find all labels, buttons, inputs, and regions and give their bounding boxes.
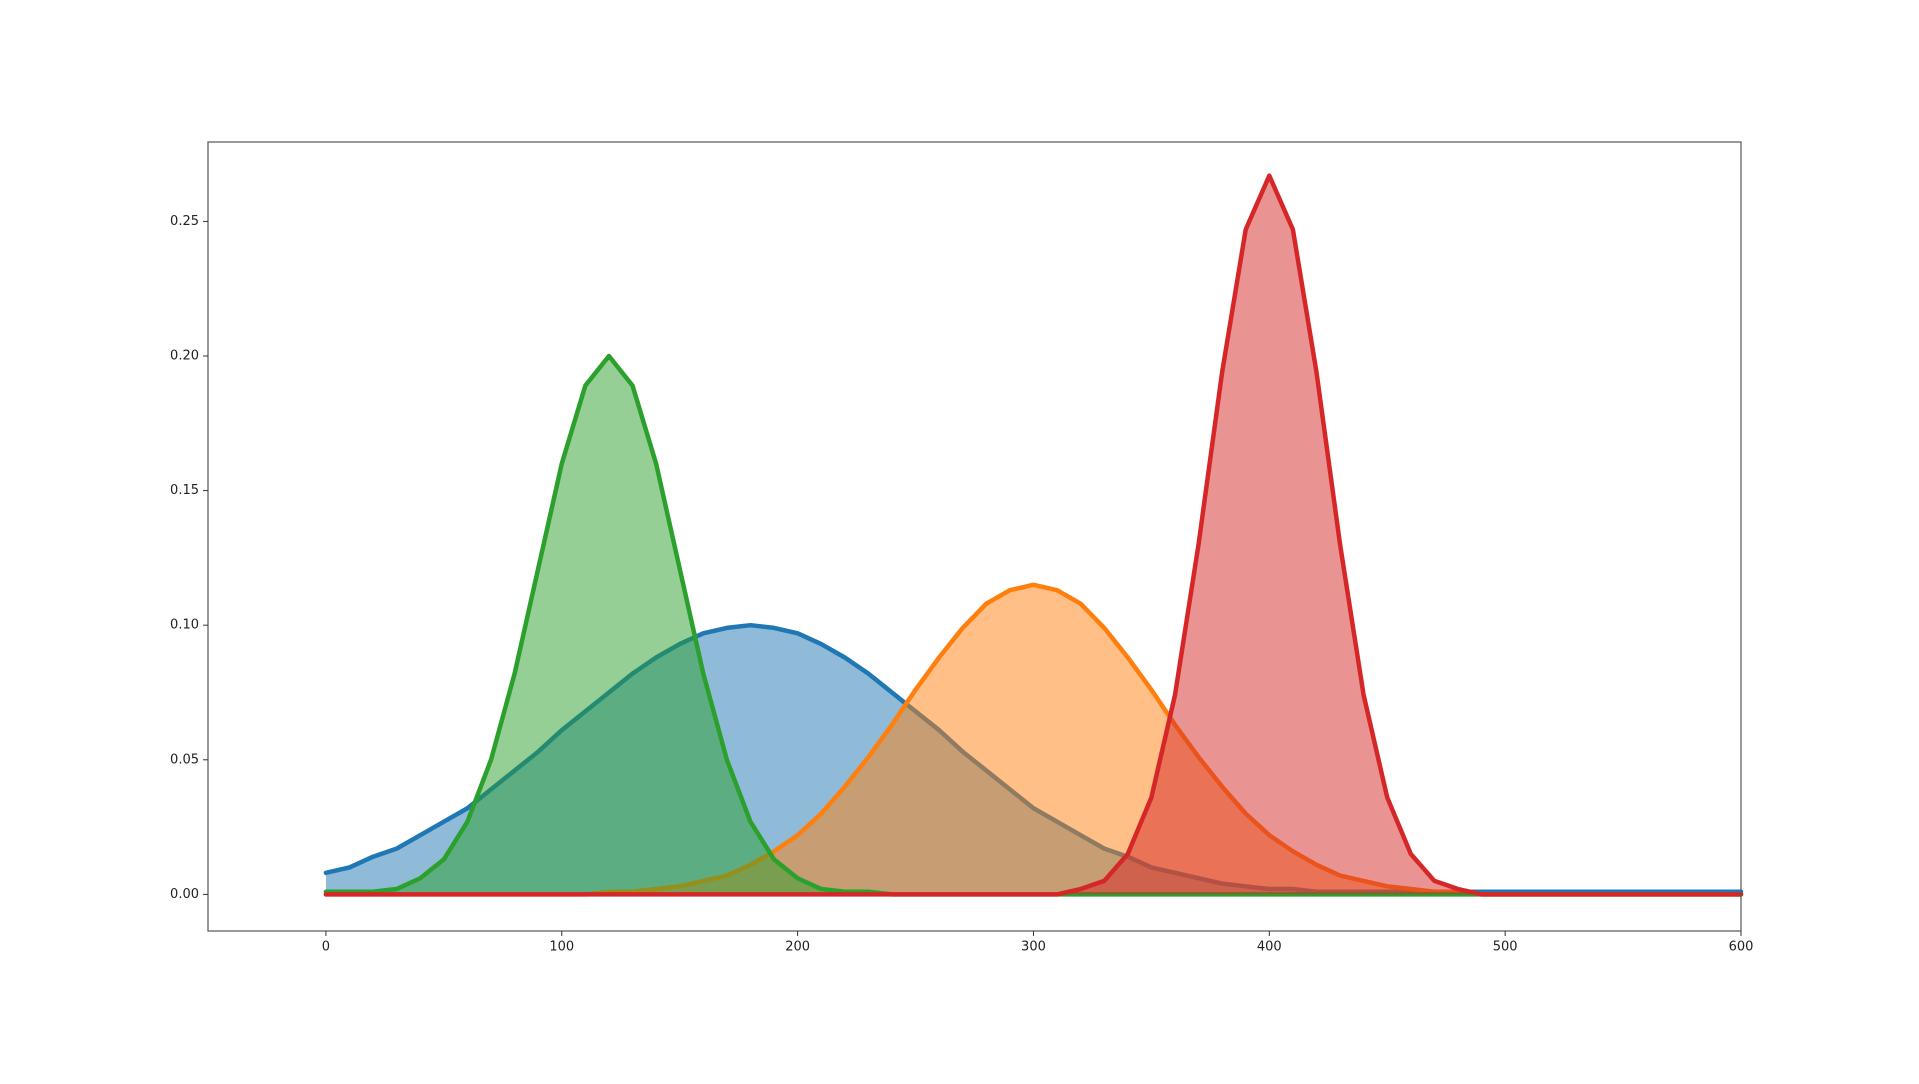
area-fill	[325, 584, 1741, 895]
y-tick-label: 0.15	[170, 483, 199, 498]
x-tick-label: 400	[1257, 940, 1282, 955]
x-tick-label: 0	[322, 940, 330, 955]
x-tick-label: 200	[785, 940, 810, 955]
y-tick-label: 0.10	[170, 618, 199, 633]
y-tick-label: 0.20	[170, 349, 199, 364]
plot-frame	[207, 141, 1742, 932]
x-tick-label: 300	[1021, 940, 1046, 955]
y-tick-label: 0.05	[170, 752, 199, 767]
area-fill	[325, 356, 1741, 895]
line	[323, 173, 1744, 897]
y-tick-label: 0.00	[170, 887, 199, 902]
x-tick-label: 100	[549, 940, 574, 955]
x-tick-label: 500	[1493, 940, 1518, 955]
y-tick-label: 0.25	[170, 214, 199, 229]
x-tick-label: 600	[1729, 940, 1754, 955]
